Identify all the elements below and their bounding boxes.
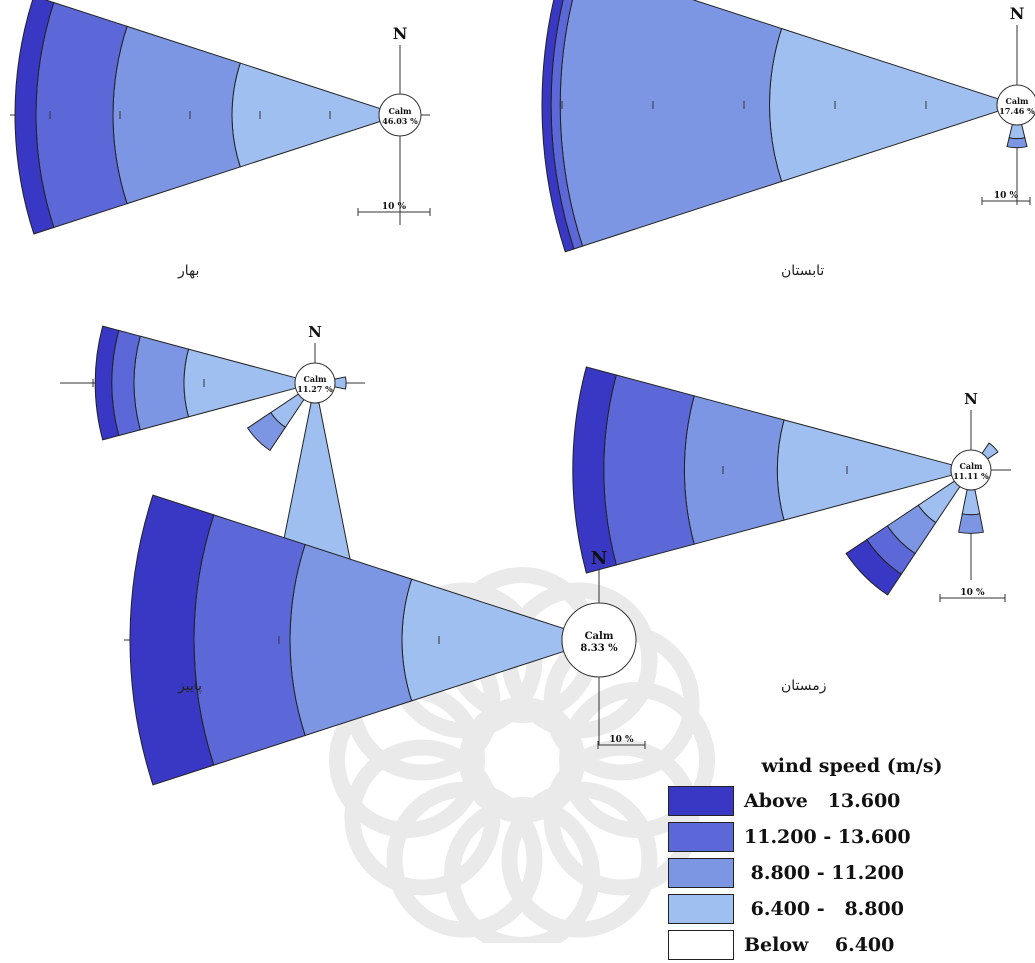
north-label: N xyxy=(308,323,322,341)
petal-segment xyxy=(572,366,617,574)
legend-entry: Below 6.400 xyxy=(668,927,1030,963)
caption-autumn: پاییز xyxy=(178,678,203,694)
watermark-petal xyxy=(559,682,715,838)
calm-circle xyxy=(561,602,637,678)
petal-segment xyxy=(961,489,981,516)
calm-value: 11.27 % xyxy=(297,384,333,394)
wind-speed-legend: wind speed (m/s) Above 13.600 11.200 - 1… xyxy=(668,755,1030,963)
petal-segment xyxy=(94,325,120,441)
petal-segment xyxy=(541,0,575,253)
scale-label: 10 % xyxy=(994,191,1019,201)
petal-segment xyxy=(289,543,413,737)
watermark-petal xyxy=(444,797,600,943)
calm-value: 46.03 % xyxy=(382,116,418,126)
scale-label: 10 % xyxy=(382,202,407,212)
calm-circle xyxy=(378,93,422,137)
wind-petal xyxy=(334,376,347,390)
petal-segment xyxy=(133,335,190,431)
legend-label: 11.200 - 13.600 xyxy=(744,826,911,848)
north-label: N xyxy=(964,390,978,408)
north-label: N xyxy=(393,24,408,43)
wind-petal xyxy=(572,366,953,574)
petal-segment xyxy=(958,513,984,534)
petal-segment xyxy=(1008,123,1026,140)
calm-label: Calm xyxy=(1005,96,1029,106)
legend-swatch xyxy=(668,822,734,852)
watermark-petal xyxy=(543,739,700,896)
watermark-petal xyxy=(501,781,658,938)
legend-label: Above 13.600 xyxy=(744,790,901,812)
calm-value: 8.33 % xyxy=(580,643,618,654)
legend-entry: 6.400 - 8.800 xyxy=(668,891,1030,927)
petal-segment xyxy=(334,376,347,390)
petal-segment xyxy=(14,0,55,235)
wind-petal xyxy=(14,0,381,235)
legend-label: 6.400 - 8.800 xyxy=(744,898,904,920)
caption-spring: بهار xyxy=(178,263,200,279)
scale-label: 10 % xyxy=(960,588,985,598)
caption-winter: زمستان xyxy=(781,678,827,694)
wind-petal xyxy=(541,0,999,253)
wind-petal xyxy=(129,494,565,786)
petal-segment xyxy=(769,27,999,183)
legend-swatch xyxy=(668,786,734,816)
calm-circle xyxy=(996,84,1035,126)
calm-label: Calm xyxy=(388,106,412,116)
calm-circle xyxy=(950,449,992,491)
petal-segment xyxy=(129,494,215,786)
scale-label: 10 % xyxy=(609,735,634,745)
caption-summer: تابستان xyxy=(781,263,825,279)
north-label: N xyxy=(591,548,607,569)
wind-petal xyxy=(958,489,984,534)
petal-segment xyxy=(231,62,381,168)
calm-label: Calm xyxy=(959,461,983,471)
wind-petal xyxy=(94,325,297,441)
legend-swatch xyxy=(668,858,734,888)
petal-segment xyxy=(246,411,287,452)
calm-label: Calm xyxy=(303,374,327,384)
petal-segment xyxy=(845,538,903,596)
legend-label: Below 6.400 xyxy=(744,934,895,956)
north-label: N xyxy=(1010,4,1025,23)
calm-value: 11.11 % xyxy=(953,471,989,481)
petal-segment xyxy=(112,25,241,205)
calm-label: Calm xyxy=(585,631,614,642)
legend-entry: 11.200 - 13.600 xyxy=(668,819,1030,855)
calm-circle xyxy=(294,362,336,404)
legend-title: wind speed (m/s) xyxy=(761,755,943,777)
petal-segment xyxy=(193,514,306,766)
legend-label: 8.800 - 11.200 xyxy=(744,862,904,884)
calm-value: 17.46 % xyxy=(999,106,1035,116)
legend-swatch xyxy=(668,894,734,924)
petal-segment xyxy=(603,374,695,566)
legend-entry: Above 13.600 xyxy=(668,783,1030,819)
petal-segment xyxy=(683,395,785,545)
watermark-ornament xyxy=(329,567,715,943)
watermark-petal xyxy=(386,781,543,938)
legend-swatch xyxy=(668,930,734,960)
petal-segment xyxy=(559,0,783,247)
watermark-petal xyxy=(344,739,501,896)
petal-segment xyxy=(1006,137,1028,149)
watermark-core xyxy=(459,697,585,823)
legend-entry: 8.800 - 11.200 xyxy=(668,855,1030,891)
wind-petal xyxy=(246,393,305,452)
wind-petal xyxy=(1006,123,1028,149)
